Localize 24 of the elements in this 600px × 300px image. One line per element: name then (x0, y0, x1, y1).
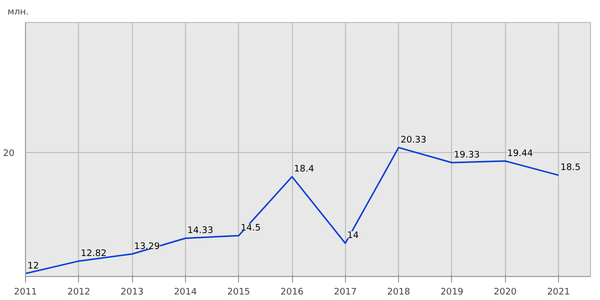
data-label: 18.4 (294, 164, 314, 175)
x-tick-label: 2016 (280, 288, 304, 298)
data-label: 19.33 (454, 150, 480, 161)
x-tick-label: 2013 (120, 288, 144, 298)
data-label: 13.29 (134, 242, 160, 252)
x-tick-label: 2020 (494, 288, 517, 298)
data-label: 18.5 (560, 163, 581, 174)
x-tick-label: 2011 (14, 288, 37, 298)
x-tick-label: 2019 (440, 288, 464, 298)
x-tick-label: 2017 (334, 288, 357, 298)
x-tick-label: 2012 (67, 288, 90, 298)
data-label: 14.5 (240, 224, 261, 234)
x-tick-label: 2018 (387, 288, 410, 298)
data-label: 19.44 (507, 148, 534, 159)
y-axis-title: млн. (8, 8, 29, 18)
data-label: 20.33 (400, 136, 426, 146)
x-tick-label: 2015 (227, 288, 250, 298)
data-label: 12.82 (80, 249, 107, 260)
x-tick-label: 2014 (174, 288, 198, 298)
ref-line-label: 20 (3, 149, 15, 160)
data-label: 14 (347, 231, 360, 242)
data-label: 14.33 (187, 226, 214, 236)
data-label: 12 (28, 261, 39, 272)
x-tick-label: 2021 (547, 288, 570, 298)
